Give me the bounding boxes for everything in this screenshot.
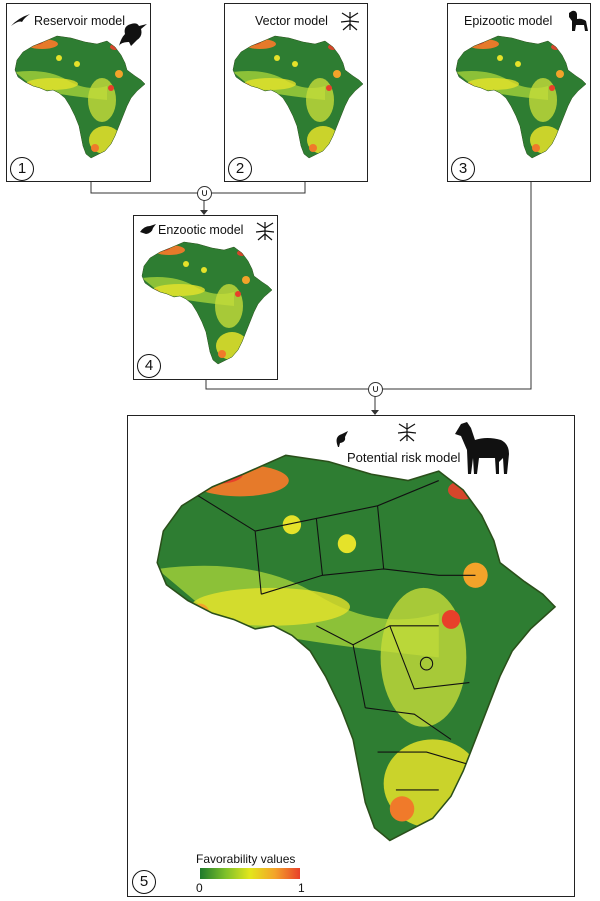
panel-title: Reservoir model: [34, 14, 126, 28]
vector-model-panel: Vector model 2: [224, 3, 368, 182]
legend-min-label: 0: [196, 881, 203, 895]
mosquito-icon: [397, 423, 417, 442]
connector-lines: [90, 182, 532, 415]
bird-icon: [336, 431, 348, 447]
union-node-2: ∪: [368, 382, 383, 397]
mosquito-icon: [255, 222, 275, 241]
potential-risk-model-panel: Potential risk model Favorability values…: [127, 415, 575, 897]
union-symbol: ∪: [200, 188, 209, 199]
reservoir-model-panel: Reservoir model 1: [6, 3, 151, 182]
panel-number: 1: [10, 157, 34, 181]
panel-number: 3: [451, 157, 475, 181]
legend-max-label: 1: [298, 881, 305, 895]
panel-number: 4: [137, 354, 161, 378]
panel-number: 5: [132, 870, 156, 894]
horse-icon: [455, 422, 509, 474]
legend-title: Favorability values: [196, 852, 296, 866]
mosquito-icon: [340, 12, 360, 31]
panel-title: Vector model: [255, 14, 328, 28]
panel-title: Epizootic model: [464, 14, 553, 28]
bird-icon: [140, 224, 156, 234]
potential-risk-model-map: [128, 416, 576, 898]
panel-title: Potential risk model: [347, 450, 461, 465]
panel-number: 2: [228, 157, 252, 181]
dog-icon: [569, 10, 588, 32]
legend-color-bar: [200, 868, 300, 879]
union-node-1: ∪: [197, 186, 212, 201]
epizootic-model-panel: Epizootic model 3: [447, 3, 591, 182]
panel-title: Enzootic model: [158, 223, 244, 237]
swallow-icon: [11, 14, 30, 26]
enzootic-model-panel: Enzootic model 4: [133, 215, 278, 380]
union-symbol: ∪: [371, 384, 380, 395]
crow-icon: [119, 23, 147, 46]
